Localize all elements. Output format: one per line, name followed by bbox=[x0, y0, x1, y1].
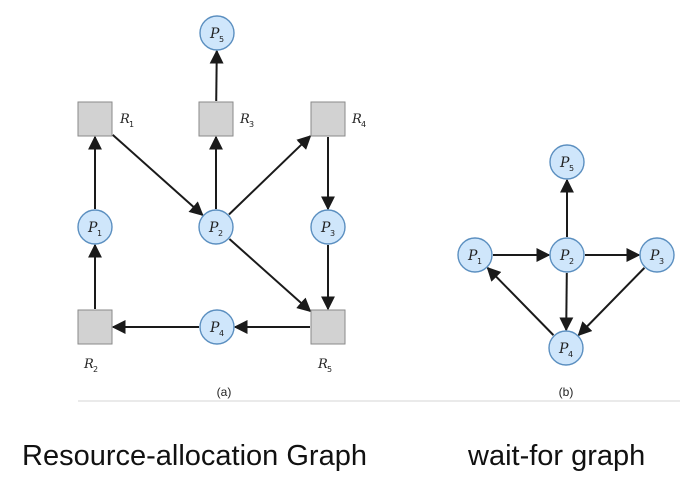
b-process-label: P bbox=[559, 248, 570, 264]
b-process-subscript: 4 bbox=[568, 350, 573, 359]
b-process-label: P bbox=[467, 248, 478, 264]
a-process-subscript: 1 bbox=[97, 229, 102, 238]
a-edge-p2-to-r5 bbox=[228, 238, 312, 313]
a-resource-box bbox=[310, 101, 346, 137]
nodes-layer: P 5P 1 P 2 P 3P 4R 1 R 3 R 4R 2 R 5P 5P 1 P 2 P 3P 4 bbox=[77, 15, 675, 374]
a-resource-subscript: 2 bbox=[93, 365, 98, 374]
caption-a: (a) bbox=[217, 385, 232, 399]
a-edge-r1-to-p2 bbox=[112, 134, 204, 216]
a-process-circle bbox=[77, 209, 113, 245]
a-process-label: P bbox=[209, 26, 220, 42]
b-process-circle bbox=[549, 237, 585, 273]
a-edge-r3-to-p5 bbox=[209, 49, 224, 102]
resource-allocation-caption: Resource-allocation Graph bbox=[22, 440, 367, 472]
caption-b: (b) bbox=[559, 385, 574, 399]
a-process-subscript: 3 bbox=[330, 229, 335, 238]
a-resource-box bbox=[77, 309, 113, 345]
a-resource-box bbox=[310, 309, 346, 345]
a-process-subscript: 2 bbox=[218, 229, 223, 238]
a-resource-subscript: 3 bbox=[249, 120, 254, 129]
a-resource-box bbox=[198, 101, 234, 137]
a-process-label: P bbox=[87, 220, 98, 236]
a-process-label: P bbox=[320, 220, 331, 236]
a-resource-label: R bbox=[119, 112, 130, 127]
b-process-circle bbox=[639, 237, 675, 273]
a-process-circle bbox=[199, 309, 235, 345]
b-process-label: P bbox=[649, 248, 660, 264]
b-edge-p2-to-p4 bbox=[559, 272, 574, 332]
b-process-label: P bbox=[559, 155, 570, 171]
b-process-subscript: 2 bbox=[569, 257, 574, 266]
a-edge-p2-to-r4 bbox=[228, 135, 312, 216]
a-process-subscript: 4 bbox=[219, 329, 224, 338]
a-resource-label: R bbox=[317, 357, 328, 372]
b-process-label: P bbox=[558, 341, 569, 357]
b-process-subscript: 1 bbox=[477, 257, 482, 266]
a-process-label: P bbox=[208, 220, 219, 236]
b-edge-p3-to-p4 bbox=[577, 267, 646, 337]
a-resource-subscript: 1 bbox=[129, 120, 134, 129]
b-process-subscript: 3 bbox=[659, 257, 664, 266]
a-process-subscript: 5 bbox=[219, 35, 224, 44]
a-resource-label: R bbox=[83, 357, 94, 372]
b-process-subscript: 5 bbox=[569, 164, 574, 173]
a-resource-subscript: 5 bbox=[327, 365, 332, 374]
b-process-circle bbox=[549, 144, 585, 180]
a-resource-subscript: 4 bbox=[361, 120, 366, 129]
b-process-circle bbox=[457, 237, 493, 273]
wait-for-caption: wait-for graph bbox=[468, 440, 646, 472]
b-process-circle bbox=[548, 330, 584, 366]
a-process-circle bbox=[198, 209, 234, 245]
b-edge-p4-to-p1 bbox=[486, 266, 555, 336]
a-resource-label: R bbox=[351, 112, 362, 127]
a-process-circle bbox=[199, 15, 235, 51]
a-process-label: P bbox=[209, 320, 220, 336]
a-process-circle bbox=[310, 209, 346, 245]
edges-layer bbox=[88, 49, 646, 337]
a-resource-box bbox=[77, 101, 113, 137]
a-resource-label: R bbox=[239, 112, 250, 127]
